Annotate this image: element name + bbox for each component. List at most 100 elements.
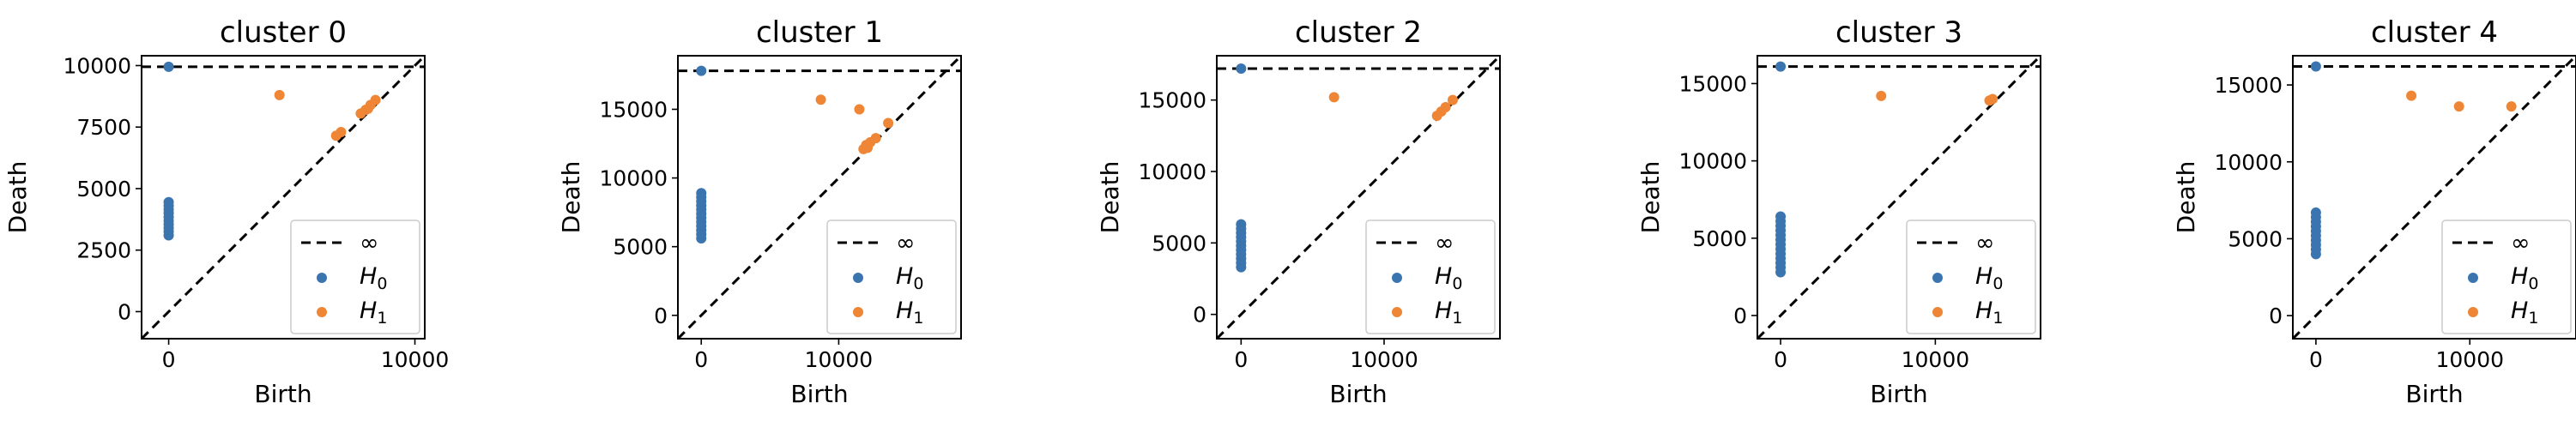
h1-point [1328, 92, 1339, 103]
x-axis-label: Birth [2405, 380, 2463, 408]
y-tick-label: 10000 [1678, 149, 1747, 174]
h0-point [696, 65, 707, 76]
legend-label: H1 [896, 298, 923, 328]
h1-point [883, 117, 894, 129]
h1-point [2406, 90, 2417, 101]
x-tick-label: 0 [1774, 347, 1787, 372]
legend-h1-swatch [853, 307, 863, 317]
legend-label: H0 [2511, 263, 2538, 293]
x-axis-label: Birth [254, 380, 311, 408]
y-tick-label: 15000 [599, 97, 668, 122]
h1-point [1440, 102, 1451, 112]
chart-panel-1: cluster 1 0 10000 0 5000 10000 15000 Birth Death… [557, 15, 962, 408]
h0-point [1236, 63, 1247, 74]
h0-point [1236, 262, 1247, 273]
legend-label: H0 [896, 263, 923, 293]
h0-point [163, 230, 174, 241]
legend: ∞ H0 H1 [1906, 220, 2036, 334]
legend-label: H0 [1975, 263, 2003, 293]
y-tick-label: 10000 [1138, 159, 1206, 184]
h1-point [2453, 101, 2464, 112]
chart-panel-3: cluster 3 0 10000 0 5000 10000 15000 Birth Death… [1636, 15, 2041, 408]
x-tick-label: 10000 [381, 347, 450, 372]
chart-title: cluster 2 [1295, 15, 1422, 50]
legend-label: H1 [1975, 298, 2003, 328]
plot-area [1217, 56, 1500, 339]
h1-point [363, 103, 373, 114]
y-tick-label: 2500 [76, 238, 131, 263]
legend-label: H0 [1435, 263, 1462, 293]
h1-point [2506, 101, 2517, 112]
y-tick-label: 15000 [2214, 73, 2283, 98]
y-tick-label: 0 [1193, 303, 1206, 328]
y-tick-label: 10000 [63, 53, 131, 78]
y-axis-label: Death [2172, 161, 2200, 234]
legend-box [2441, 220, 2572, 334]
y-tick-label: 10000 [2214, 150, 2283, 175]
legend-label: H1 [2511, 298, 2538, 328]
legend-label: H1 [1435, 298, 1462, 328]
legend-h1-swatch [2468, 307, 2478, 317]
x-tick-label: 0 [162, 347, 176, 372]
chart-title: cluster 0 [220, 15, 347, 50]
legend-label: ∞ [1435, 230, 1454, 256]
x-tick-label: 0 [694, 347, 708, 372]
y-tick-label: 15000 [1138, 88, 1206, 113]
y-axis-label: Death [557, 161, 585, 234]
x-axis-label: Birth [1870, 380, 1927, 408]
legend-h0-swatch [853, 273, 863, 283]
legend-box [1365, 220, 1496, 334]
h1-point [854, 104, 865, 115]
legend-h1-swatch [317, 307, 327, 317]
legend-h0-swatch [2468, 273, 2478, 283]
legend-h1-swatch [1392, 307, 1402, 317]
x-tick-label: 10000 [1350, 347, 1418, 372]
y-axis-label: Death [3, 161, 32, 234]
chart-title: cluster 4 [2371, 15, 2498, 50]
legend-h0-swatch [1392, 273, 1402, 283]
y-tick-label: 5000 [2228, 226, 2283, 251]
h0-point [2310, 61, 2321, 72]
y-tick-label: 0 [118, 299, 131, 324]
y-tick-label: 15000 [1678, 71, 1747, 96]
legend: ∞ H0 H1 [2441, 220, 2572, 334]
y-tick-label: 0 [1733, 304, 1747, 328]
y-tick-label: 0 [2269, 304, 2283, 328]
chart-panel-0: cluster 0 0 10000 0 2500 5000 7500 10000 Birth De… [3, 15, 449, 408]
legend-label: ∞ [896, 230, 916, 256]
y-tick-label: 0 [654, 304, 668, 328]
x-tick-label: 10000 [805, 347, 874, 372]
h1-point [870, 133, 881, 144]
h1-point [336, 126, 347, 137]
h0-point [696, 233, 707, 244]
legend-label: ∞ [2511, 230, 2531, 256]
y-axis-label: Death [1096, 161, 1124, 234]
h0-point [2310, 249, 2321, 260]
h1-point [274, 89, 285, 100]
legend-h1-swatch [1932, 307, 1943, 317]
chart-panel-2: cluster 2 0 10000 0 5000 10000 15000 Birth Death… [1096, 15, 1501, 408]
y-tick-label: 7500 [76, 115, 131, 140]
legend-label: ∞ [360, 230, 379, 256]
x-axis-label: Birth [790, 380, 848, 408]
y-tick-label: 5000 [76, 177, 131, 201]
axes-frame [141, 55, 426, 340]
axes-frame [2292, 55, 2576, 340]
legend-box [1906, 220, 2036, 334]
chart-panel-4: cluster 4 0 10000 0 5000 10000 15000 Birth Death… [2172, 15, 2576, 408]
x-tick-label: 0 [2309, 347, 2323, 372]
legend: ∞ H0 H1 [1365, 220, 1496, 334]
y-tick-label: 5000 [613, 235, 668, 260]
legend-label: H1 [360, 298, 387, 328]
plot-area [142, 56, 425, 339]
axes-frame [677, 55, 962, 340]
legend: ∞ H0 H1 [290, 220, 420, 334]
x-tick-label: 10000 [2435, 347, 2504, 372]
axes-frame [1757, 55, 2041, 340]
h1-point [1876, 90, 1887, 101]
legend-label: ∞ [1975, 230, 1995, 256]
y-axis-label: Death [1636, 161, 1665, 234]
chart-title: cluster 1 [756, 15, 883, 50]
legend-h0-swatch [1932, 273, 1943, 283]
